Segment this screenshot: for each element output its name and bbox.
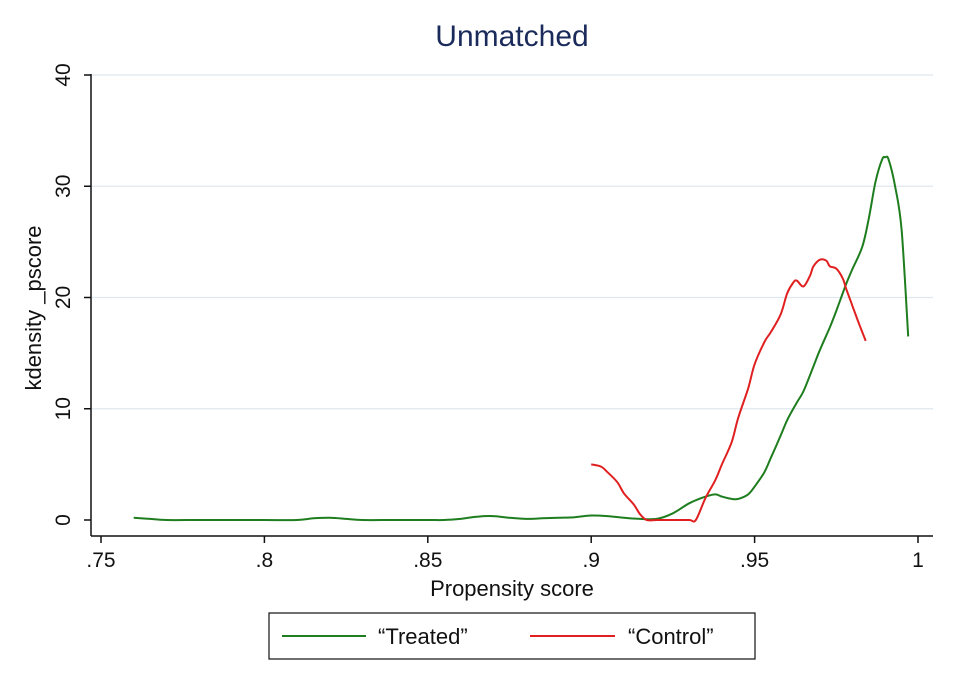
series-group xyxy=(133,155,910,523)
y-tick-label-3: 30 xyxy=(52,175,75,198)
x-tick-label-1: .8 xyxy=(256,549,274,572)
x-tick-label-3: .9 xyxy=(582,549,600,572)
legend-label-treated: “Treated” xyxy=(378,624,468,649)
legend-label-control: “Control” xyxy=(628,624,714,649)
x-tick-label-2: .85 xyxy=(413,549,442,572)
grid xyxy=(92,74,933,410)
series-line-treated xyxy=(133,155,910,522)
x-tick-label-5: 1 xyxy=(912,549,924,572)
axes xyxy=(90,74,933,537)
x-tick-label-0: .75 xyxy=(86,549,115,572)
x-axis-label: Propensity score xyxy=(430,576,594,601)
y-axis-label: kdensity _pscore xyxy=(21,225,46,390)
y-ticks: 0 10 20 30 40 xyxy=(52,63,91,526)
x-tick-label-4: .95 xyxy=(740,549,769,572)
x-ticks: .75 .8 .85 .9 .95 1 xyxy=(86,536,924,572)
legend: “Treated” “Control” xyxy=(268,612,756,660)
y-tick-label-0: 0 xyxy=(52,514,75,526)
y-tick-label-2: 20 xyxy=(52,286,75,309)
series-line-control xyxy=(591,258,867,523)
y-tick-label-1: 10 xyxy=(52,397,75,420)
y-tick-label-4: 40 xyxy=(52,63,75,86)
chart-title: Unmatched xyxy=(435,20,588,53)
